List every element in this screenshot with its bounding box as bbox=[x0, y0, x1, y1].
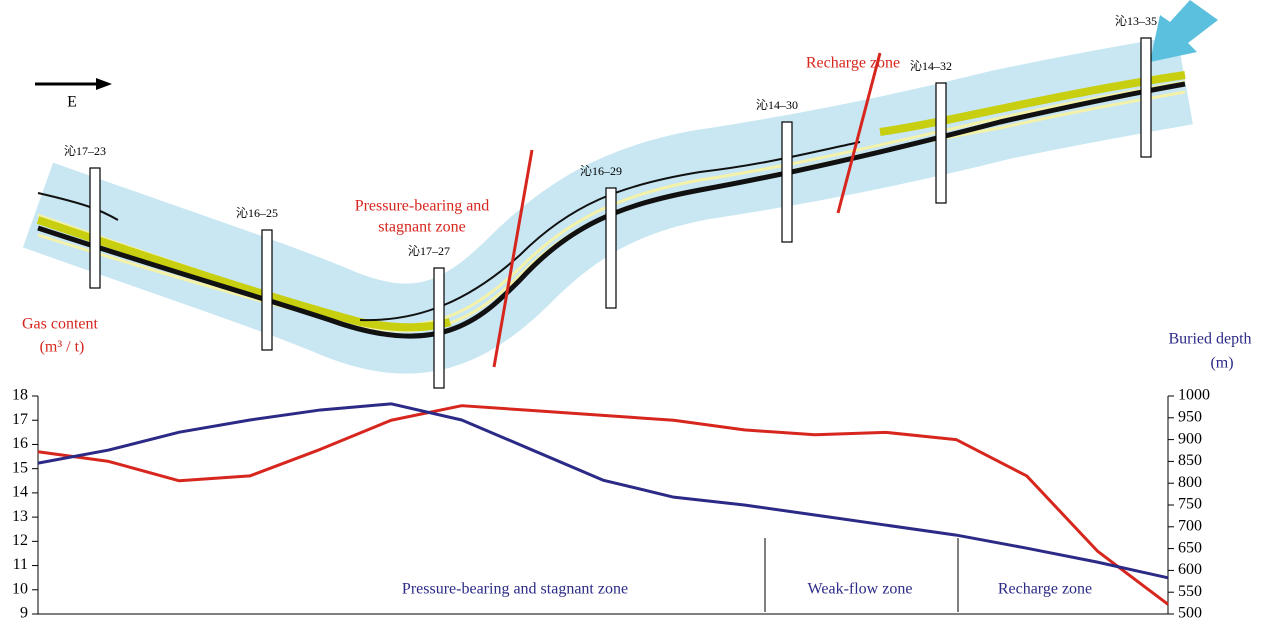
data-line bbox=[38, 404, 1168, 578]
y2-tick-label: 1000 bbox=[1178, 387, 1210, 404]
zone-label: stagnant zone bbox=[378, 219, 466, 236]
y2-tick-label: 750 bbox=[1178, 496, 1202, 513]
y-tick-label: 18 bbox=[12, 387, 28, 404]
zone-label: Recharge zone bbox=[806, 55, 900, 72]
y2-tick-label: 700 bbox=[1178, 517, 1202, 534]
y2-tick-label: 850 bbox=[1178, 452, 1202, 469]
zone-label: Pressure-bearing and bbox=[355, 198, 490, 215]
y-tick-label: 15 bbox=[12, 459, 28, 476]
y2-tick-label: 600 bbox=[1178, 561, 1202, 578]
recharge-arrow bbox=[1150, 0, 1218, 62]
well-label: 沁17–27 bbox=[408, 244, 450, 258]
well bbox=[1141, 38, 1151, 157]
figure: E Pressure-bearing and stagnant zone Rec… bbox=[0, 0, 1264, 622]
y-tick-label: 14 bbox=[12, 484, 28, 501]
y-axis-title: Gas content bbox=[22, 316, 99, 333]
y-tick-label: 11 bbox=[13, 556, 28, 573]
y2-tick-label: 550 bbox=[1178, 583, 1202, 600]
data-line bbox=[38, 406, 1168, 605]
zone-annotation: Weak-flow zone bbox=[808, 581, 913, 598]
y2-tick-label: 950 bbox=[1178, 408, 1202, 425]
y-tick-label: 17 bbox=[12, 411, 28, 428]
direction-label: E bbox=[67, 94, 77, 111]
well bbox=[262, 230, 272, 350]
well bbox=[434, 268, 444, 388]
well-label: 沁16–29 bbox=[580, 164, 622, 178]
well bbox=[936, 83, 946, 203]
y2-tick-label: 500 bbox=[1178, 605, 1202, 622]
y-tick-label: 16 bbox=[12, 435, 28, 452]
well-label: 沁16–25 bbox=[236, 206, 278, 220]
well bbox=[606, 188, 616, 308]
y-tick-label: 12 bbox=[12, 532, 28, 549]
well-label: 沁17–23 bbox=[64, 144, 106, 158]
y2-tick-label: 900 bbox=[1178, 430, 1202, 447]
zone-annotation: Pressure-bearing and stagnant zone bbox=[402, 581, 628, 598]
y-tick-label: 9 bbox=[20, 605, 28, 622]
y-tick-label: 13 bbox=[12, 508, 28, 525]
well-label: 沁14–32 bbox=[910, 59, 952, 73]
well bbox=[90, 168, 100, 288]
well-label: 沁13–35 bbox=[1115, 14, 1157, 28]
cross-section: E Pressure-bearing and stagnant zone Rec… bbox=[35, 0, 1218, 367]
y2-axis-unit: (m) bbox=[1210, 355, 1233, 372]
zone-annotation: Recharge zone bbox=[998, 581, 1092, 598]
y2-tick-label: 650 bbox=[1178, 539, 1202, 556]
well-label: 沁14–30 bbox=[756, 98, 798, 112]
direction-arrow-head bbox=[96, 78, 112, 90]
y2-tick-label: 800 bbox=[1178, 474, 1202, 491]
y2-axis-title: Buried depth bbox=[1168, 331, 1251, 348]
well bbox=[782, 122, 792, 242]
y-tick-label: 10 bbox=[12, 580, 28, 597]
y-axis-unit: (m³ / t) bbox=[40, 339, 85, 356]
